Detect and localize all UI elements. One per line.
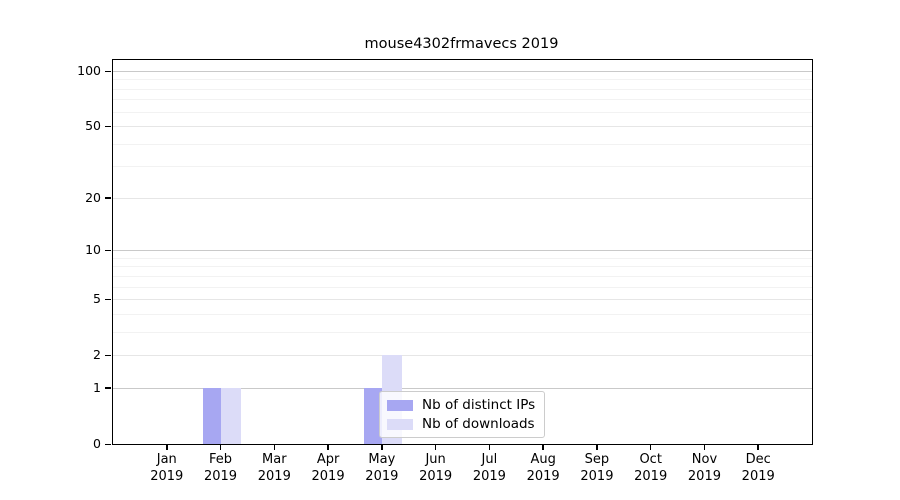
x-axis-tick <box>703 444 706 450</box>
gridline-major <box>113 250 812 252</box>
x-axis-tick-label: Feb 2019 <box>203 452 238 484</box>
y-axis-tick <box>105 125 111 128</box>
gridline-minor <box>113 88 812 90</box>
gridline-major <box>113 71 812 72</box>
x-axis-tick-label: Oct 2019 <box>634 452 668 484</box>
x-axis-tick-label: Jun 2019 <box>419 452 453 484</box>
x-axis-tick-label: Jan 2019 <box>150 452 184 484</box>
gridline-minor <box>113 257 812 259</box>
y-axis-tick-label: 0 <box>93 436 101 451</box>
y-axis-tick-label: 50 <box>85 118 101 134</box>
x-axis-tick <box>219 444 222 450</box>
gridline-minor <box>113 79 812 81</box>
y-axis-tick <box>105 387 111 389</box>
y-axis-tick-label: 20 <box>85 189 101 205</box>
legend-swatch-icon <box>387 399 413 411</box>
bar-distinct-ips-may <box>363 387 382 444</box>
gridline-minor <box>113 331 812 333</box>
y-axis-tick <box>105 249 111 252</box>
y-axis-tick-label: 1 <box>93 379 101 395</box>
x-axis-tick-label: Dec 2019 <box>741 452 775 484</box>
x-axis-tick-label: May 2019 <box>365 452 399 484</box>
gridline-minor <box>113 166 812 168</box>
gridline-minor <box>113 286 812 288</box>
x-axis-tick-label: Jul 2019 <box>472 452 506 484</box>
gridline-minor <box>113 299 812 301</box>
gridline-minor <box>113 313 812 315</box>
x-axis-tick-label: Aug 2019 <box>526 452 560 484</box>
chart-title: mouse4302frmavecs 2019 <box>364 36 559 52</box>
x-axis-tick-label: Nov 2019 <box>687 452 721 484</box>
y-axis-tick <box>105 70 111 72</box>
gridline-minor <box>113 355 812 357</box>
legend-item: Nb of distinct IPs <box>387 397 535 413</box>
x-axis-tick-label: Apr 2019 <box>311 452 345 484</box>
gridline-minor <box>113 275 812 277</box>
y-axis-tick-label: 100 <box>77 63 101 78</box>
bar-downloads-feb <box>220 387 241 444</box>
bar-distinct-ips-feb <box>202 387 221 444</box>
legend: Nb of distinct IPs Nb of downloads <box>379 391 546 438</box>
x-axis-tick <box>649 444 652 450</box>
y-axis-tick-label: 2 <box>93 347 101 363</box>
y-axis-tick <box>105 443 111 445</box>
x-axis-tick-label: Mar 2019 <box>257 452 291 484</box>
gridline-minor <box>113 143 812 145</box>
x-axis-tick <box>273 444 276 450</box>
legend-label: Nb of downloads <box>422 416 535 432</box>
x-axis-tick <box>166 444 168 450</box>
gridline-minor <box>113 111 812 113</box>
x-axis-tick <box>488 444 491 450</box>
y-axis-tick-label: 10 <box>85 242 101 258</box>
gridline-minor <box>113 126 812 128</box>
x-axis-tick-label: Sep 2019 <box>580 452 614 484</box>
gridline-minor <box>113 266 812 268</box>
gridline-minor <box>113 99 812 101</box>
gridline-minor <box>113 197 812 199</box>
plot-area: 0 1 2 5 10 20 50 100 Jan 2019 Feb 2019 Mar 2019 Apr… <box>77 59 813 484</box>
y-axis-tick <box>105 298 111 301</box>
y-axis-tick-label: 5 <box>93 291 101 307</box>
x-axis-tick <box>434 444 437 450</box>
y-axis-tick <box>105 354 111 357</box>
x-axis-tick <box>542 444 544 450</box>
legend-item: Nb of downloads <box>387 416 535 432</box>
x-axis-tick <box>596 444 598 450</box>
gridline-major <box>113 387 812 389</box>
x-axis-tick <box>327 444 329 450</box>
y-axis-tick <box>105 197 111 199</box>
x-axis-tick <box>381 444 383 450</box>
x-axis-tick <box>757 444 759 450</box>
legend-label: Nb of distinct IPs <box>422 397 536 413</box>
legend-swatch-icon <box>387 418 413 430</box>
